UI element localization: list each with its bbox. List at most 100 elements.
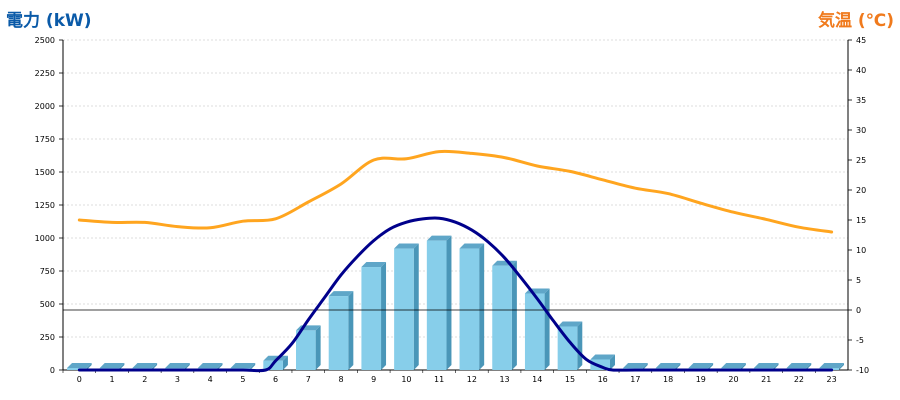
series-lines [77, 149, 834, 373]
right-tick-label: 30 [856, 126, 866, 135]
power-bar-front [361, 267, 382, 370]
power-bar-top [165, 363, 190, 368]
right-tick-label: 45 [856, 36, 866, 45]
x-tick-label: 15 [565, 375, 575, 384]
power-bar-side [86, 363, 92, 370]
power-bar-top [623, 363, 648, 368]
power-bar-side [217, 363, 223, 370]
power-bar-side [610, 354, 615, 370]
power-bar-top [99, 363, 125, 368]
power-bar-top [590, 354, 615, 360]
x-tick-label: 21 [761, 375, 771, 384]
left-tick-label: 1500 [35, 168, 55, 177]
power-bar-top [459, 243, 485, 249]
right-tick-label: 25 [856, 156, 866, 165]
left-tick-label: 250 [40, 333, 55, 342]
power-bar-side [708, 363, 714, 370]
power-bar-front [328, 296, 349, 370]
left-tick-label: 1750 [35, 135, 55, 144]
left-tick-label: 1000 [35, 234, 55, 243]
power-bar [557, 321, 583, 370]
right-tick-label: 15 [856, 216, 866, 225]
power-bar-side [577, 321, 583, 370]
x-tick-label: 10 [401, 375, 411, 384]
power-bar-front [557, 326, 578, 370]
right-tick-label: 0 [856, 306, 861, 315]
power-bar-side [152, 363, 158, 370]
power-bar [492, 260, 517, 370]
power-bar-top [328, 291, 354, 297]
x-tick-label: 22 [794, 375, 804, 384]
power-bar-side [675, 363, 681, 370]
power-bar-front [590, 359, 610, 370]
power-bar-top [557, 321, 583, 327]
left-tick-label: 2000 [35, 102, 55, 111]
power-bar-side [740, 363, 746, 370]
power-bar [361, 262, 387, 370]
power-bar-side [642, 363, 648, 370]
temperature-line [77, 149, 834, 234]
grid-lines [63, 39, 848, 338]
x-tick-label: 6 [273, 375, 278, 384]
power-bar-side [184, 363, 190, 370]
power-bar-front [459, 248, 480, 370]
tick-labels: 02505007501000125015001750200022502500-1… [35, 36, 869, 384]
right-tick-label: -10 [856, 366, 869, 375]
right-tick-label: 10 [856, 246, 866, 255]
power-bar-top [230, 363, 256, 368]
power-bar [590, 354, 615, 370]
power-bar-side [773, 363, 779, 370]
power-bar-side [511, 260, 517, 370]
power-bar-top [263, 355, 288, 361]
x-tick-label: 7 [306, 375, 311, 384]
power-bar-front [524, 293, 545, 370]
power-bar-front [67, 368, 87, 370]
left-tick-label: 1250 [35, 201, 55, 210]
power-bar-side [479, 243, 485, 370]
right-tick-label: 35 [856, 96, 866, 105]
power-bar-side [544, 288, 550, 370]
power-bar-side [446, 235, 452, 370]
x-tick-label: 4 [208, 375, 213, 384]
power-bar-top [786, 363, 812, 368]
power-bar-side [282, 355, 288, 370]
power-bar-top [721, 363, 746, 368]
power-bar-top [394, 243, 419, 249]
power-bar-side [381, 262, 387, 370]
left-tick-label: 2500 [35, 36, 55, 45]
right-axis-title: 気温 (℃) [817, 11, 894, 31]
x-tick-label: 9 [371, 375, 376, 384]
x-tick-label: 1 [110, 375, 115, 384]
x-tick-label: 12 [467, 375, 477, 384]
power-bar [459, 243, 485, 370]
power-bar [394, 243, 419, 370]
left-tick-label: 2250 [35, 69, 55, 78]
power-bar-top [67, 363, 92, 368]
power-bar-front [394, 248, 414, 370]
power-bar-side [119, 363, 125, 370]
x-tick-label: 5 [240, 375, 245, 384]
left-axis-title: 電力 (kW) [6, 11, 92, 31]
power-bar [426, 235, 452, 370]
power-bar-top [361, 262, 387, 268]
power-bar-side [250, 363, 256, 370]
x-tick-label: 14 [532, 375, 542, 384]
power-bar [67, 363, 92, 370]
x-tick-label: 16 [598, 375, 608, 384]
x-tick-label: 19 [696, 375, 706, 384]
x-tick-label: 13 [499, 375, 509, 384]
x-tick-label: 0 [77, 375, 82, 384]
x-tick-label: 18 [663, 375, 673, 384]
power-bar-side [806, 363, 812, 370]
power-bar-top [655, 363, 681, 368]
power-bars [67, 235, 844, 370]
power-bar-front [426, 240, 447, 370]
power-bar-side [838, 363, 844, 370]
x-tick-label: 8 [338, 375, 343, 384]
x-tick-label: 23 [827, 375, 837, 384]
right-tick-label: 5 [856, 276, 861, 285]
power-bar [328, 291, 354, 370]
power-bar-top [132, 363, 158, 368]
power-bar-top [426, 235, 452, 241]
